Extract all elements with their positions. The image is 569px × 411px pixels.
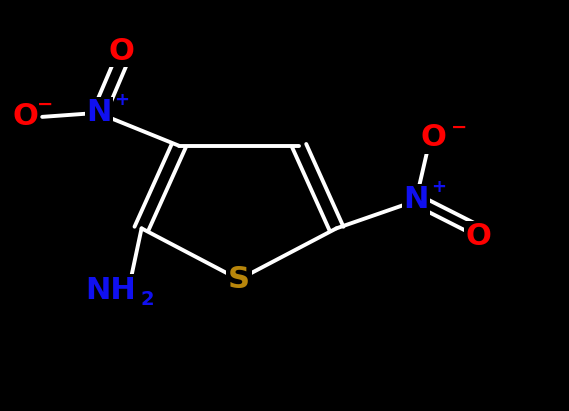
- Text: +: +: [431, 178, 446, 196]
- Text: NH: NH: [85, 275, 135, 305]
- Text: N: N: [86, 98, 112, 127]
- Text: −: −: [451, 118, 467, 137]
- Text: O: O: [465, 222, 492, 251]
- Text: S: S: [228, 265, 250, 294]
- Text: +: +: [114, 91, 129, 109]
- Text: −: −: [37, 95, 53, 114]
- Text: 2: 2: [141, 290, 154, 309]
- Text: O: O: [12, 102, 38, 132]
- Text: O: O: [420, 123, 446, 152]
- Text: N: N: [403, 185, 428, 214]
- Text: O: O: [109, 37, 135, 66]
